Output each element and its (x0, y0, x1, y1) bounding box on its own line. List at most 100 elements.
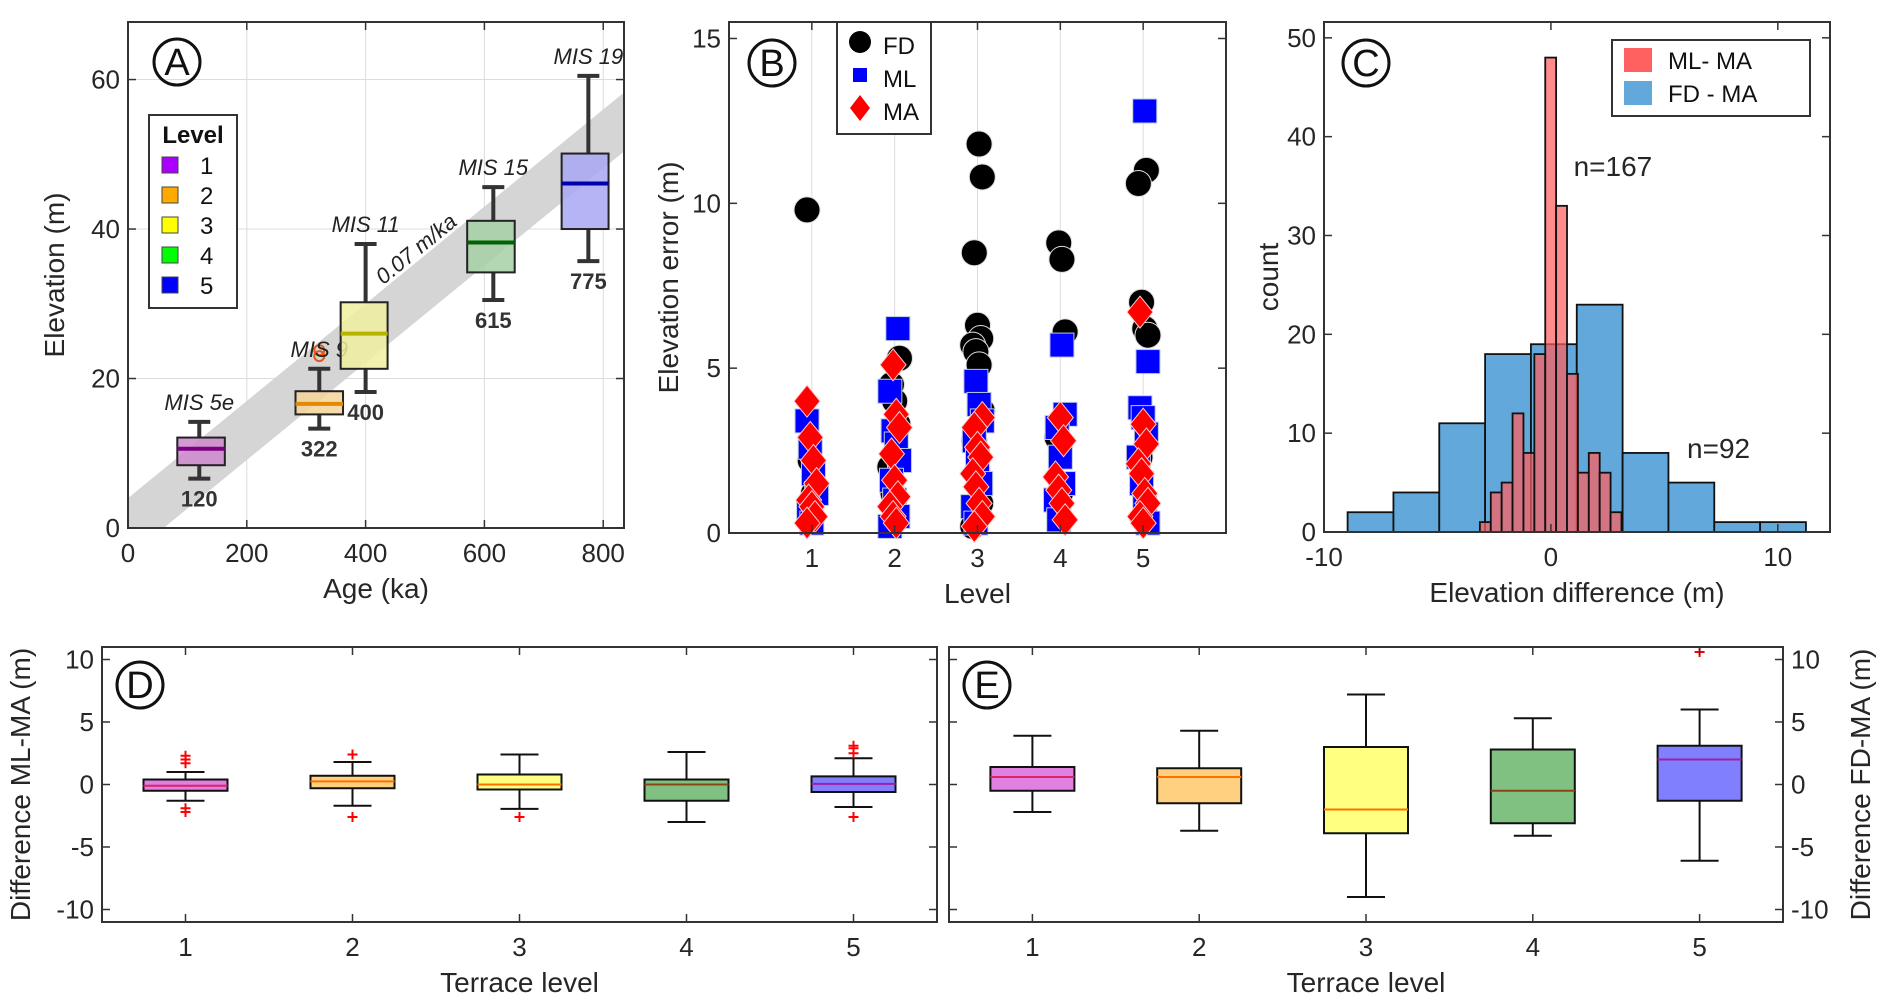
legend-label: ML- MA (1668, 48, 1752, 75)
box-level-1 (989, 734, 1076, 813)
y-tick-label: 0 (1791, 770, 1805, 800)
x-axis-label: Age (ka) (323, 573, 429, 604)
box-level-3 (1323, 693, 1409, 898)
y-tick-label: 5 (707, 353, 721, 383)
histogram-bar (1544, 56, 1558, 533)
y-tick-label: 15 (692, 23, 721, 53)
box-level-2 (1156, 729, 1243, 832)
histogram-bar (1392, 491, 1441, 533)
box (1156, 767, 1243, 805)
panel-letter-circle (115, 660, 165, 710)
y-tick-label: 30 (1287, 220, 1316, 250)
y-axis-label: Elevation (m) (39, 193, 70, 358)
histogram-bar (1598, 471, 1612, 533)
x-tick-label: 200 (225, 538, 268, 568)
legend: FD ML MA (836, 21, 932, 135)
point-ml (877, 378, 903, 404)
y-tick-label: 60 (91, 65, 120, 95)
legend-swatch (161, 156, 179, 174)
box-level-5 (810, 740, 897, 822)
series-ma (793, 295, 1162, 544)
legend: Level 1 2 3 4 5 (148, 114, 238, 309)
outlier (848, 812, 859, 822)
y-tick-label: 20 (1287, 319, 1316, 349)
point-fd (1048, 245, 1076, 273)
box (989, 766, 1076, 792)
point-ml (963, 368, 989, 394)
x-tick-label: 600 (463, 538, 506, 568)
y-tick-label: 10 (65, 645, 94, 675)
histogram-bar (1500, 481, 1514, 533)
legend-label: MA (883, 99, 919, 126)
x-tick-label: 400 (344, 538, 387, 568)
point-ma (1049, 423, 1078, 458)
count-annotation: n=167 (1574, 151, 1653, 182)
legend-swatch (161, 246, 179, 264)
histogram-bar (1522, 452, 1536, 533)
x-tick-label: 5 (1692, 932, 1706, 962)
histogram-bar (1587, 452, 1601, 533)
box-level-1: 120 MIS 5e (164, 390, 234, 512)
panel-letter-circle (1341, 38, 1391, 88)
legend-marker-circle (849, 31, 871, 53)
outlier (514, 812, 525, 822)
legend-label: ML (883, 66, 916, 93)
panel-b: 1 2 3 4 5 0 5 10 15 Level Elevation error (m) B FD ML… (653, 21, 1227, 609)
legend-marker-diamond (850, 95, 870, 121)
point-ma (1129, 506, 1157, 540)
box (1656, 744, 1743, 802)
x-axis-label: Elevation difference (m) (1429, 577, 1724, 608)
point-ma (882, 506, 910, 540)
box (1489, 748, 1576, 825)
box (476, 773, 563, 791)
box-level-1 (142, 750, 229, 817)
outlier (347, 812, 358, 822)
histogram-bar (1609, 511, 1623, 533)
y-tick-label: 0 (1302, 517, 1316, 547)
outlier (347, 749, 358, 760)
legend-swatch (161, 216, 179, 234)
box (1323, 746, 1409, 835)
histogram-bar (1667, 481, 1716, 533)
mis-label: MIS 15 (458, 155, 528, 180)
age-label: 400 (347, 400, 384, 425)
panel-d: 1 2 3 4 5 -10 -5 0 5 10 Terrace level Difference ML… (5, 645, 938, 998)
age-label: 322 (301, 437, 338, 462)
x-tick-label: 2 (1192, 932, 1206, 962)
legend-label: FD - MA (1668, 81, 1757, 108)
y-tick-label: 5 (1791, 707, 1805, 737)
box (466, 219, 516, 274)
histogram-bar (1713, 521, 1762, 533)
axes-frame (1323, 21, 1831, 533)
x-tick-label: 4 (1526, 932, 1540, 962)
axes-frame (127, 21, 625, 529)
legend-marker-square (853, 68, 867, 82)
y-tick-label: -5 (71, 832, 94, 862)
legend-label: 5 (200, 273, 213, 300)
x-tick-label: 0 (121, 538, 135, 568)
histogram-bar (1346, 511, 1395, 533)
box-level-3 (476, 753, 563, 822)
box-level-4 (643, 751, 730, 823)
histogram-bar (1438, 422, 1487, 533)
y-tick-label: 10 (692, 188, 721, 218)
y-axis-label: count (1253, 243, 1284, 312)
legend-label: 1 (200, 153, 213, 180)
panel-letter: D (126, 665, 153, 707)
point-ma (885, 410, 914, 445)
legend-swatch (1624, 48, 1652, 72)
x-tick-label: 3 (512, 932, 526, 962)
point-fd (968, 163, 996, 191)
x-tick-label: 10 (1763, 542, 1792, 572)
point-ma (793, 506, 821, 540)
y-tick-label: -10 (56, 895, 94, 925)
outlier (313, 344, 326, 357)
point-ml (1132, 98, 1158, 124)
point-fd (960, 239, 988, 267)
x-tick-label: 4 (1053, 543, 1067, 573)
series-ml-ma: n=167 (1478, 56, 1653, 533)
histogram-bar (1566, 372, 1579, 533)
panel-letter-circle (152, 37, 202, 87)
